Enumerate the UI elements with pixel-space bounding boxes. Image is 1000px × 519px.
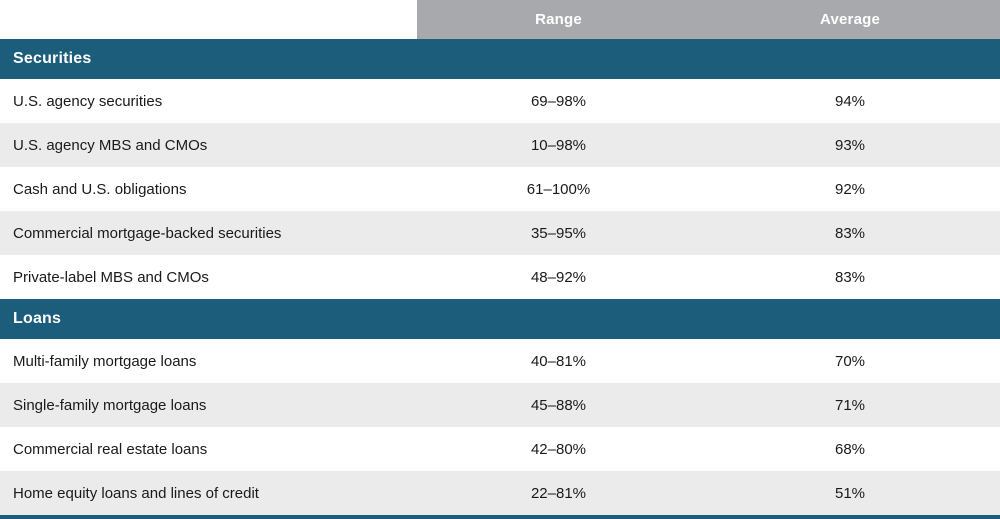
table-row: Multi-family mortgage loans 40–81% 70% [0,339,1000,383]
average-value: 51% [834,484,866,502]
row-label: U.S. agency securities [13,92,163,110]
average-value: 94% [834,92,866,110]
row-label: U.S. agency MBS and CMOs [13,136,208,154]
row-label: Home equity loans and lines of credit [13,484,259,502]
section-header-loans: Loans [0,299,1000,339]
range-value: 22–81% [530,484,587,502]
range-value: 40–81% [530,352,587,370]
bottom-border-rule [0,515,1000,519]
table-row: Cash and U.S. obligations 61–100% 92% [0,167,1000,211]
row-label: Cash and U.S. obligations [13,180,187,198]
range-value: 48–92% [530,268,587,286]
row-label: Single-family mortgage loans [13,396,207,414]
table-row: Commercial mortgage-backed securities 35… [0,211,1000,255]
average-value: 83% [834,224,866,242]
column-header-row: Range Average [0,0,1000,39]
table-row: Commercial real estate loans 42–80% 68% [0,427,1000,471]
average-value: 71% [834,396,866,414]
average-value: 92% [834,180,866,198]
row-label: Commercial mortgage-backed securities [13,224,282,242]
table-row: Single-family mortgage loans 45–88% 71% [0,383,1000,427]
table-row: Home equity loans and lines of credit 22… [0,471,1000,515]
average-value: 68% [834,440,866,458]
average-value: 83% [834,268,866,286]
table-row: U.S. agency MBS and CMOs 10–98% 93% [0,123,1000,167]
range-value: 45–88% [530,396,587,414]
table-row: Private-label MBS and CMOs 48–92% 83% [0,255,1000,299]
range-value: 35–95% [530,224,587,242]
range-value: 61–100% [526,180,591,198]
average-value: 70% [834,352,866,370]
range-value: 42–80% [530,440,587,458]
row-label: Commercial real estate loans [13,440,208,458]
table-row: U.S. agency securities 69–98% 94% [0,79,1000,123]
column-header-average: Average [700,0,1000,39]
range-value: 69–98% [530,92,587,110]
row-label: Multi-family mortgage loans [13,352,197,370]
section-header-securities: Securities [0,39,1000,79]
average-value: 93% [834,136,866,154]
row-label: Private-label MBS and CMOs [13,268,209,286]
range-value: 10–98% [530,136,587,154]
header-spacer [0,0,417,39]
column-header-range: Range [417,0,700,39]
